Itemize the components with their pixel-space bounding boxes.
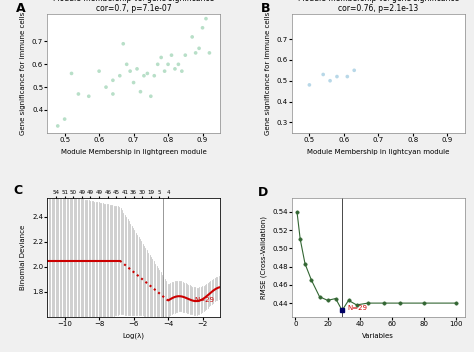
Point [147, 93, 155, 99]
Point [130, 80, 137, 86]
Point [109, 91, 117, 97]
Point [333, 74, 341, 80]
Point [61, 116, 68, 122]
Point [85, 93, 92, 99]
Point [144, 71, 151, 76]
Title: Module membership vs. gene significance
cor=0.7, p=7.1e-07: Module membership vs. gene significance … [53, 0, 214, 13]
Text: N=29: N=29 [194, 297, 214, 303]
Point [137, 89, 144, 95]
Point [168, 52, 175, 58]
Y-axis label: Binomial Deviance: Binomial Deviance [20, 225, 27, 290]
Point [206, 50, 213, 56]
Point [182, 52, 189, 58]
Y-axis label: Gene significance for immune cells: Gene significance for immune cells [265, 12, 271, 135]
Point [150, 73, 158, 78]
Point [157, 55, 165, 60]
Point [319, 72, 327, 77]
Point [195, 45, 203, 51]
Y-axis label: RMSE (Cross-Validation): RMSE (Cross-Validation) [260, 216, 267, 299]
X-axis label: Module Membership in lightcyan module: Module Membership in lightcyan module [307, 149, 449, 155]
X-axis label: Module Membership in lightgreen module: Module Membership in lightgreen module [61, 149, 207, 155]
Point [95, 68, 103, 74]
Point [116, 73, 124, 78]
Point [174, 62, 182, 67]
Point [102, 84, 110, 90]
Point [171, 66, 179, 72]
Point [161, 68, 168, 74]
Point [164, 62, 172, 67]
Point [68, 71, 75, 76]
Point [326, 78, 334, 83]
Point [199, 25, 206, 31]
Point [344, 74, 351, 80]
Point [192, 50, 200, 56]
Point [202, 16, 210, 21]
Point [74, 91, 82, 97]
Point [123, 62, 130, 67]
Point [350, 68, 358, 73]
Point [54, 123, 62, 129]
X-axis label: Log(λ): Log(λ) [123, 333, 145, 339]
Point [306, 82, 313, 88]
Point [119, 41, 127, 46]
Point [127, 68, 134, 74]
Point [188, 34, 196, 40]
Point [178, 68, 186, 74]
Point [154, 62, 162, 67]
Text: B: B [261, 2, 271, 15]
Title: Module membership vs. gene significance
cor=0.76, p=2.1e-13: Module membership vs. gene significance … [298, 0, 459, 13]
Text: A: A [17, 2, 26, 15]
Text: D: D [258, 186, 268, 199]
Point [109, 77, 117, 83]
Y-axis label: Gene significance for immune cells: Gene significance for immune cells [20, 12, 27, 135]
X-axis label: Variables: Variables [363, 333, 394, 339]
Text: C: C [13, 184, 22, 197]
Point [133, 66, 141, 72]
Point [140, 73, 148, 78]
Text: N=29: N=29 [347, 306, 367, 312]
